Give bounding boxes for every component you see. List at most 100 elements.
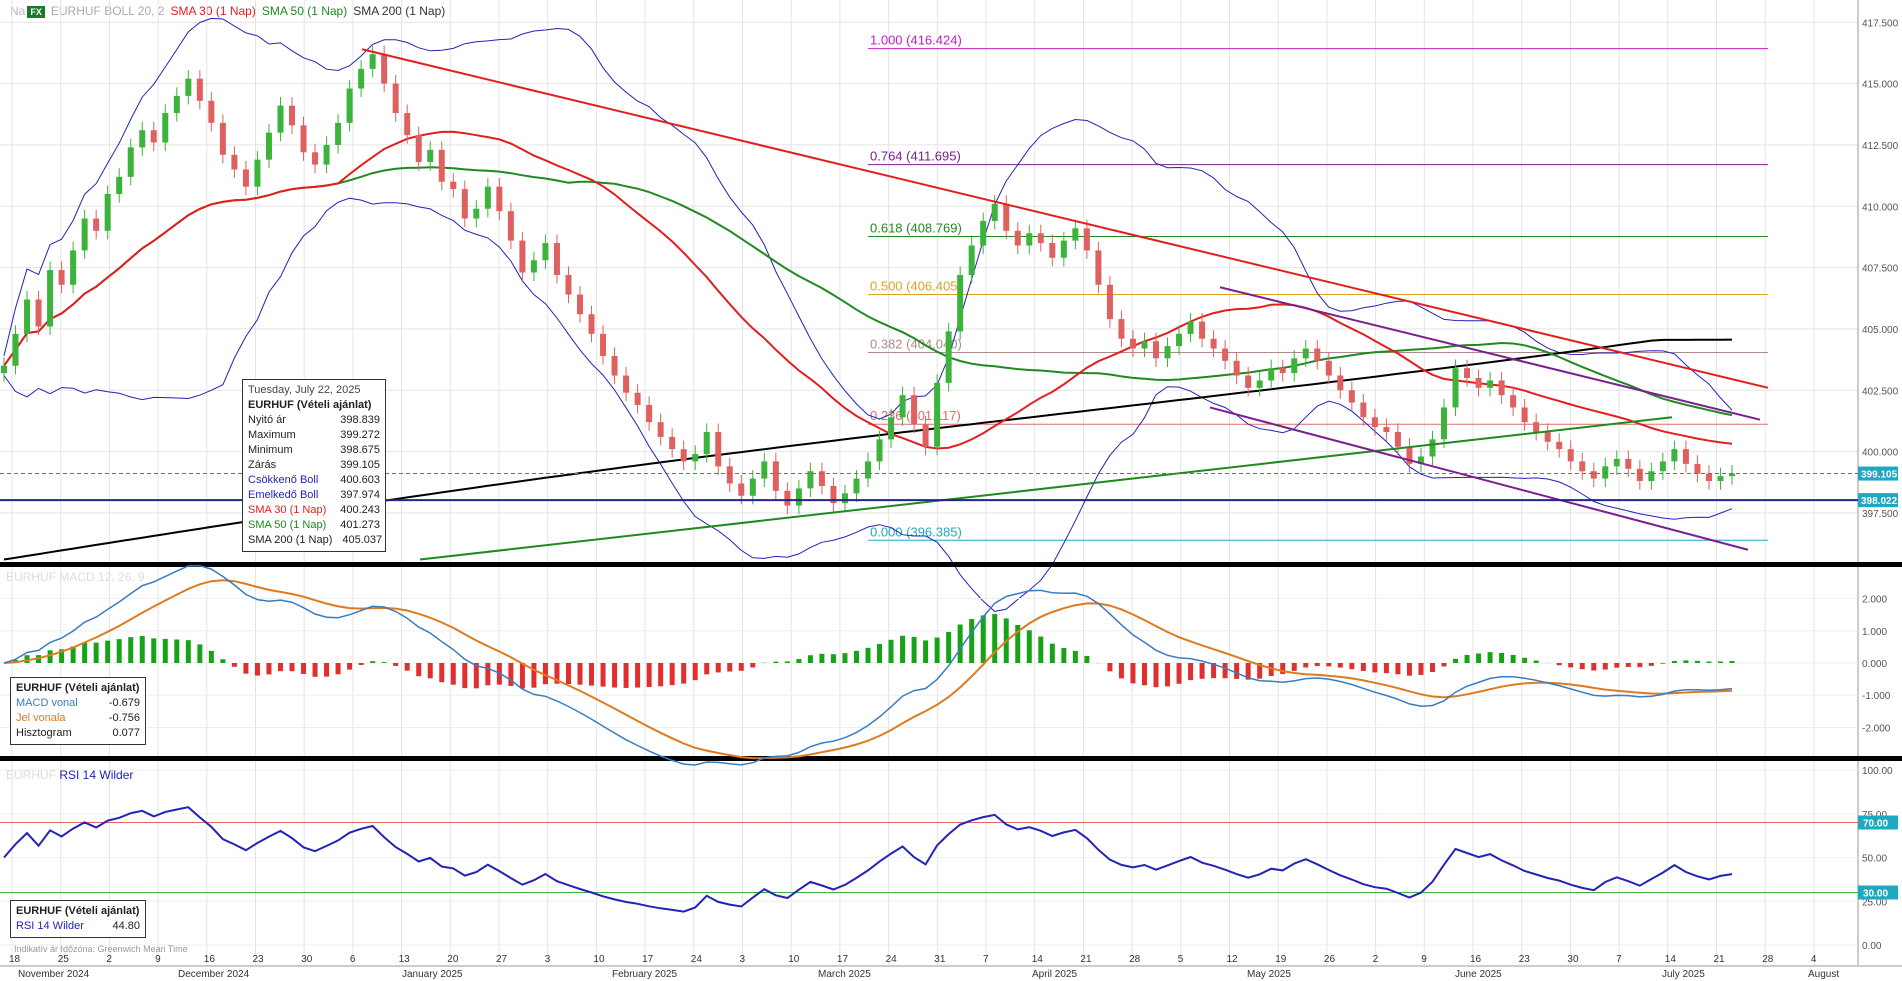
candle-body — [1106, 284, 1113, 320]
candle-body — [911, 395, 918, 425]
macd-histogram-bar — [324, 663, 330, 677]
macd-histogram-bar — [266, 663, 272, 675]
macd-histogram-bar — [934, 637, 940, 663]
chart-legend: Na FX EURHUF BOLL 20, 2 SMA 30 (1 Nap) SMA 5… — [10, 4, 451, 18]
macd-histogram-bar — [47, 650, 53, 663]
candle-body — [830, 485, 837, 504]
candle-body — [968, 245, 975, 275]
price-tick-label: 407.500 — [1862, 264, 1899, 275]
macd-histogram-bar — [900, 635, 906, 663]
candle-body — [116, 176, 123, 194]
candle-body — [530, 260, 537, 273]
macd-histogram-bar — [1729, 660, 1735, 663]
candle-body — [346, 88, 353, 123]
macd-histogram-bar — [1429, 663, 1435, 673]
current-price-text: 399.105 — [1861, 470, 1898, 481]
candle-body — [93, 218, 100, 231]
candle-body — [219, 122, 226, 155]
candle-body — [1625, 458, 1632, 469]
price-tick-label: 410.000 — [1862, 202, 1899, 213]
macd-histogram-bar — [853, 650, 859, 663]
candle-body — [265, 132, 272, 160]
x-day-label: 30 — [301, 954, 313, 965]
x-day-label: 10 — [788, 954, 800, 965]
candle-body — [934, 382, 941, 447]
signal-line — [3, 579, 1733, 760]
macd-histogram-bar — [565, 663, 571, 685]
candle-body — [484, 186, 491, 209]
info-row: Zárás 399.105 — [248, 458, 380, 473]
info-row-value: 399.105 — [340, 459, 380, 471]
macd-histogram-bar — [1291, 663, 1297, 671]
candle-body — [1705, 473, 1712, 482]
macd-header[interactable]: EURHUF MACD 12, 26, 9 — [6, 570, 145, 584]
macd-histogram-bar — [289, 663, 295, 672]
candle-body — [1072, 228, 1079, 241]
candle-body — [1498, 380, 1505, 396]
x-day-label: 9 — [155, 954, 161, 965]
legend-sma200[interactable]: SMA 200 (1 Nap) — [353, 4, 446, 18]
candle-body — [657, 422, 664, 437]
macd-histogram-bar — [485, 663, 491, 686]
candle-body — [47, 270, 54, 327]
x-day-label: 2 — [1373, 954, 1379, 965]
candle-body — [254, 159, 261, 187]
candle-body — [473, 208, 480, 219]
macd-histogram-bar — [473, 663, 479, 689]
candle-body — [588, 314, 595, 334]
candle-body — [1659, 461, 1666, 472]
rsi-tick-label: 100.00 — [1862, 766, 1893, 777]
histogram-value: 0.077 — [112, 727, 140, 739]
info-row-label: Zárás — [248, 459, 277, 471]
x-day-label: 3 — [740, 954, 746, 965]
macd-histogram-bar — [577, 663, 583, 685]
macd-info-box: EURHUF (Vételi ajánlat) MACD vonal -0.679… — [10, 677, 146, 745]
macd-histogram-bar — [197, 644, 203, 663]
candle-body — [507, 211, 514, 241]
macd-tick-label: 0.000 — [1862, 659, 1887, 670]
x-day-label: 24 — [886, 954, 898, 965]
rsi-header[interactable]: EURHUF RSI 14 Wilder — [6, 768, 133, 782]
price-tick-label: 412.500 — [1862, 141, 1899, 152]
macd-histogram-bar — [1660, 663, 1666, 664]
macd-info-title: EURHUF (Vételi ajánlat) — [16, 682, 140, 694]
rsi-value: 44.80 — [112, 920, 140, 932]
x-day-label: 25 — [58, 954, 70, 965]
info-row-value: 397.974 — [340, 489, 380, 501]
x-day-label: 28 — [1762, 954, 1774, 965]
info-row-value: 401.273 — [340, 519, 380, 531]
x-day-label: 9 — [1421, 954, 1427, 965]
candle-body — [196, 78, 203, 101]
macd-histogram-bar — [1107, 663, 1113, 672]
macd-histogram-bar — [704, 663, 710, 675]
bollinger-upper — [3, 17, 1733, 420]
macd-histogram-bar — [946, 631, 952, 663]
rsi-upper-text: 70.00 — [1863, 819, 1888, 830]
macd-histogram-bar — [59, 649, 65, 663]
candle-body — [1164, 346, 1171, 359]
candle-body — [312, 152, 319, 165]
candle-body — [35, 299, 42, 327]
macd-histogram-bar — [1648, 663, 1654, 666]
legend-sma30[interactable]: SMA 30 (1 Nap) — [170, 4, 256, 18]
candle-body — [24, 299, 31, 334]
rsi-info-title: EURHUF (Vételi ajánlat) — [16, 905, 140, 917]
x-day-label: 16 — [204, 954, 216, 965]
candle-body — [1049, 243, 1056, 258]
legend-boll[interactable]: EURHUF BOLL 20, 2 — [50, 4, 165, 18]
macd-histogram-bar — [612, 663, 618, 688]
info-row: SMA 200 (1 Nap) 405.037 — [248, 533, 382, 548]
candle-body — [1464, 368, 1471, 378]
macd-histogram-bar — [519, 663, 525, 689]
candle-body — [1371, 417, 1378, 428]
candle-body — [980, 220, 987, 246]
signal-line-value: -0.756 — [108, 712, 140, 724]
macd-histogram-bar — [1441, 663, 1447, 667]
x-day-label: 3 — [545, 954, 551, 965]
macd-histogram-bar — [1614, 663, 1620, 668]
macd-histogram-bar — [128, 637, 134, 663]
x-month-label: November 2024 — [18, 969, 90, 980]
x-day-label: 26 — [1324, 954, 1336, 965]
macd-histogram-bar — [807, 655, 813, 663]
